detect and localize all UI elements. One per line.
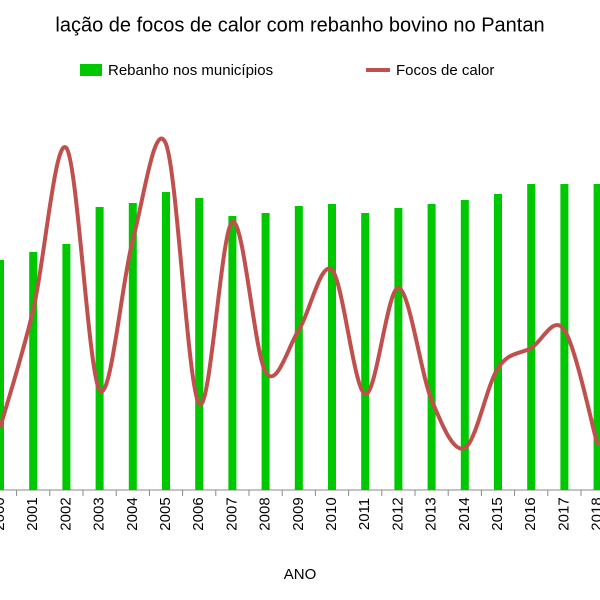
x-tick-label: 2006 [190, 497, 207, 530]
bar [593, 184, 600, 490]
bar [527, 184, 536, 490]
x-tick-label: 2004 [124, 497, 141, 530]
x-tick-label: 2011 [356, 498, 373, 530]
x-tick-label: 2013 [423, 497, 440, 530]
chart-title: lação de focos de calor com rebanho bovi… [55, 14, 544, 36]
bar [62, 244, 71, 490]
x-tick-label: 2000 [0, 497, 8, 530]
bar [128, 203, 137, 490]
x-tick-label: 2016 [522, 497, 539, 530]
bar [95, 207, 104, 490]
x-tick-label: 2007 [223, 497, 240, 530]
bar [328, 204, 336, 490]
bar [361, 213, 370, 490]
bar [29, 252, 38, 490]
x-tick-label: 2008 [257, 497, 274, 530]
x-tick-label: 2009 [290, 497, 307, 530]
bar [494, 194, 502, 490]
bar [162, 192, 170, 490]
x-tick-label: 2015 [489, 497, 506, 530]
bar [294, 206, 303, 490]
x-tick-label: 2012 [389, 497, 406, 530]
x-tick-label: 2014 [456, 497, 473, 530]
bar [560, 184, 569, 490]
legend-swatch [80, 64, 102, 76]
legend-label: Focos de calor [396, 62, 494, 79]
x-tick-label: 2005 [157, 497, 174, 530]
x-tick-label: 2003 [91, 497, 108, 530]
x-tick-label: 2018 [589, 497, 600, 530]
x-tick-label: 2001 [24, 497, 41, 530]
x-tick-label: 2017 [555, 497, 572, 530]
bar [394, 208, 403, 490]
line [0, 136, 600, 451]
x-tick-label: 2002 [57, 497, 74, 530]
x-tick-label: 2010 [323, 497, 340, 530]
x-axis-label: ANO [284, 566, 317, 583]
legend-label: Rebanho nos municípios [108, 62, 273, 79]
bar [0, 260, 4, 490]
bar [427, 204, 436, 490]
bar [261, 213, 270, 490]
bar [195, 198, 204, 490]
bar [228, 216, 237, 490]
bar [460, 200, 469, 490]
